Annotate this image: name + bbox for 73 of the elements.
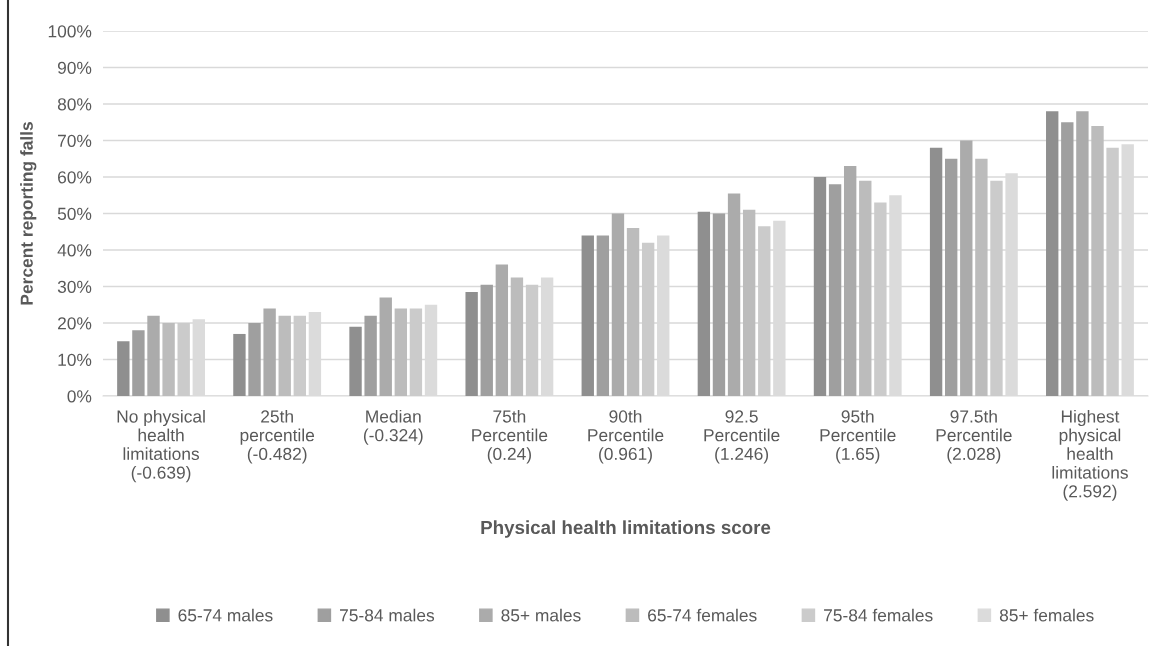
y-tick-label: 60% <box>58 171 92 184</box>
bar <box>364 315 377 396</box>
bar <box>510 277 524 396</box>
bar <box>349 326 362 396</box>
x-tick-label: 95th Percentile (1.65) <box>820 409 896 464</box>
x-axis-title: Physical health limitations score <box>481 520 771 538</box>
legend-label: 75-84 males <box>340 608 435 622</box>
y-axis-title: Percent reporting falls <box>20 122 37 305</box>
bar <box>960 140 973 396</box>
bar <box>248 323 261 396</box>
bar <box>758 226 771 396</box>
bar <box>742 209 756 396</box>
x-tick-label: 97.5th Percentile (2.028) <box>936 409 1012 464</box>
y-tick-label: 40% <box>57 244 92 257</box>
bar <box>611 213 625 396</box>
bar <box>177 323 190 396</box>
bar <box>1061 122 1074 396</box>
bar <box>813 177 827 396</box>
y-tick-label: 70% <box>58 134 92 147</box>
x-tick-label: Highest physical health limitations (2.592) <box>1052 409 1128 501</box>
legend-label: 65-74 males <box>178 608 273 622</box>
bar <box>596 235 610 396</box>
bar <box>626 228 640 396</box>
x-tick-label: Median (-0.324) <box>363 409 423 445</box>
bar <box>697 211 711 396</box>
bar <box>828 184 842 396</box>
bar <box>162 323 175 396</box>
bar <box>712 213 726 396</box>
bar <box>975 158 988 396</box>
bar <box>1046 111 1059 396</box>
y-tick-label: 0% <box>67 390 92 403</box>
bar <box>233 333 246 396</box>
legend-label: 85+ females <box>999 608 1094 622</box>
bar <box>641 242 655 396</box>
bar <box>945 158 958 396</box>
y-tick-label: 30% <box>57 280 92 293</box>
bar <box>147 315 160 396</box>
bar <box>480 284 493 396</box>
legend-label: 85+ males <box>501 608 581 622</box>
legend-label: 65-74 females <box>648 608 757 622</box>
bar <box>1091 125 1104 396</box>
x-tick-label: 25th percentile (-0.482) <box>240 409 315 464</box>
bar <box>525 284 539 396</box>
x-tick-label: 92.5 Percentile (1.246) <box>704 410 780 464</box>
y-tick-label: 80% <box>57 98 92 111</box>
bar <box>1076 111 1089 396</box>
bar <box>581 235 594 396</box>
y-tick-label: 100% <box>48 25 92 38</box>
bar <box>495 264 509 396</box>
bar <box>990 180 1003 396</box>
y-tick-label: 10% <box>58 353 92 366</box>
bar <box>379 297 392 396</box>
bar <box>465 291 478 396</box>
bar <box>117 341 130 396</box>
bar <box>278 315 291 396</box>
bar <box>394 308 408 396</box>
bar <box>843 166 857 396</box>
y-tick-label: 20% <box>58 317 92 330</box>
bar <box>929 147 943 396</box>
bar <box>132 330 145 396</box>
bar <box>263 308 276 396</box>
x-tick-label: 75th Percentile (0.24) <box>472 409 548 464</box>
y-tick-label: 90% <box>57 61 92 74</box>
bar <box>293 315 306 396</box>
y-tick-label: 50% <box>57 207 92 220</box>
legend-label: 75-84 females <box>824 608 933 622</box>
x-tick-label: No physical health limitations (-0.639) <box>117 409 205 483</box>
bar <box>859 180 872 396</box>
x-tick-label: 90th Percentile (0.961) <box>588 409 664 464</box>
bar <box>727 193 741 396</box>
bar <box>409 308 423 396</box>
bar <box>1106 147 1119 396</box>
bar <box>874 202 887 396</box>
